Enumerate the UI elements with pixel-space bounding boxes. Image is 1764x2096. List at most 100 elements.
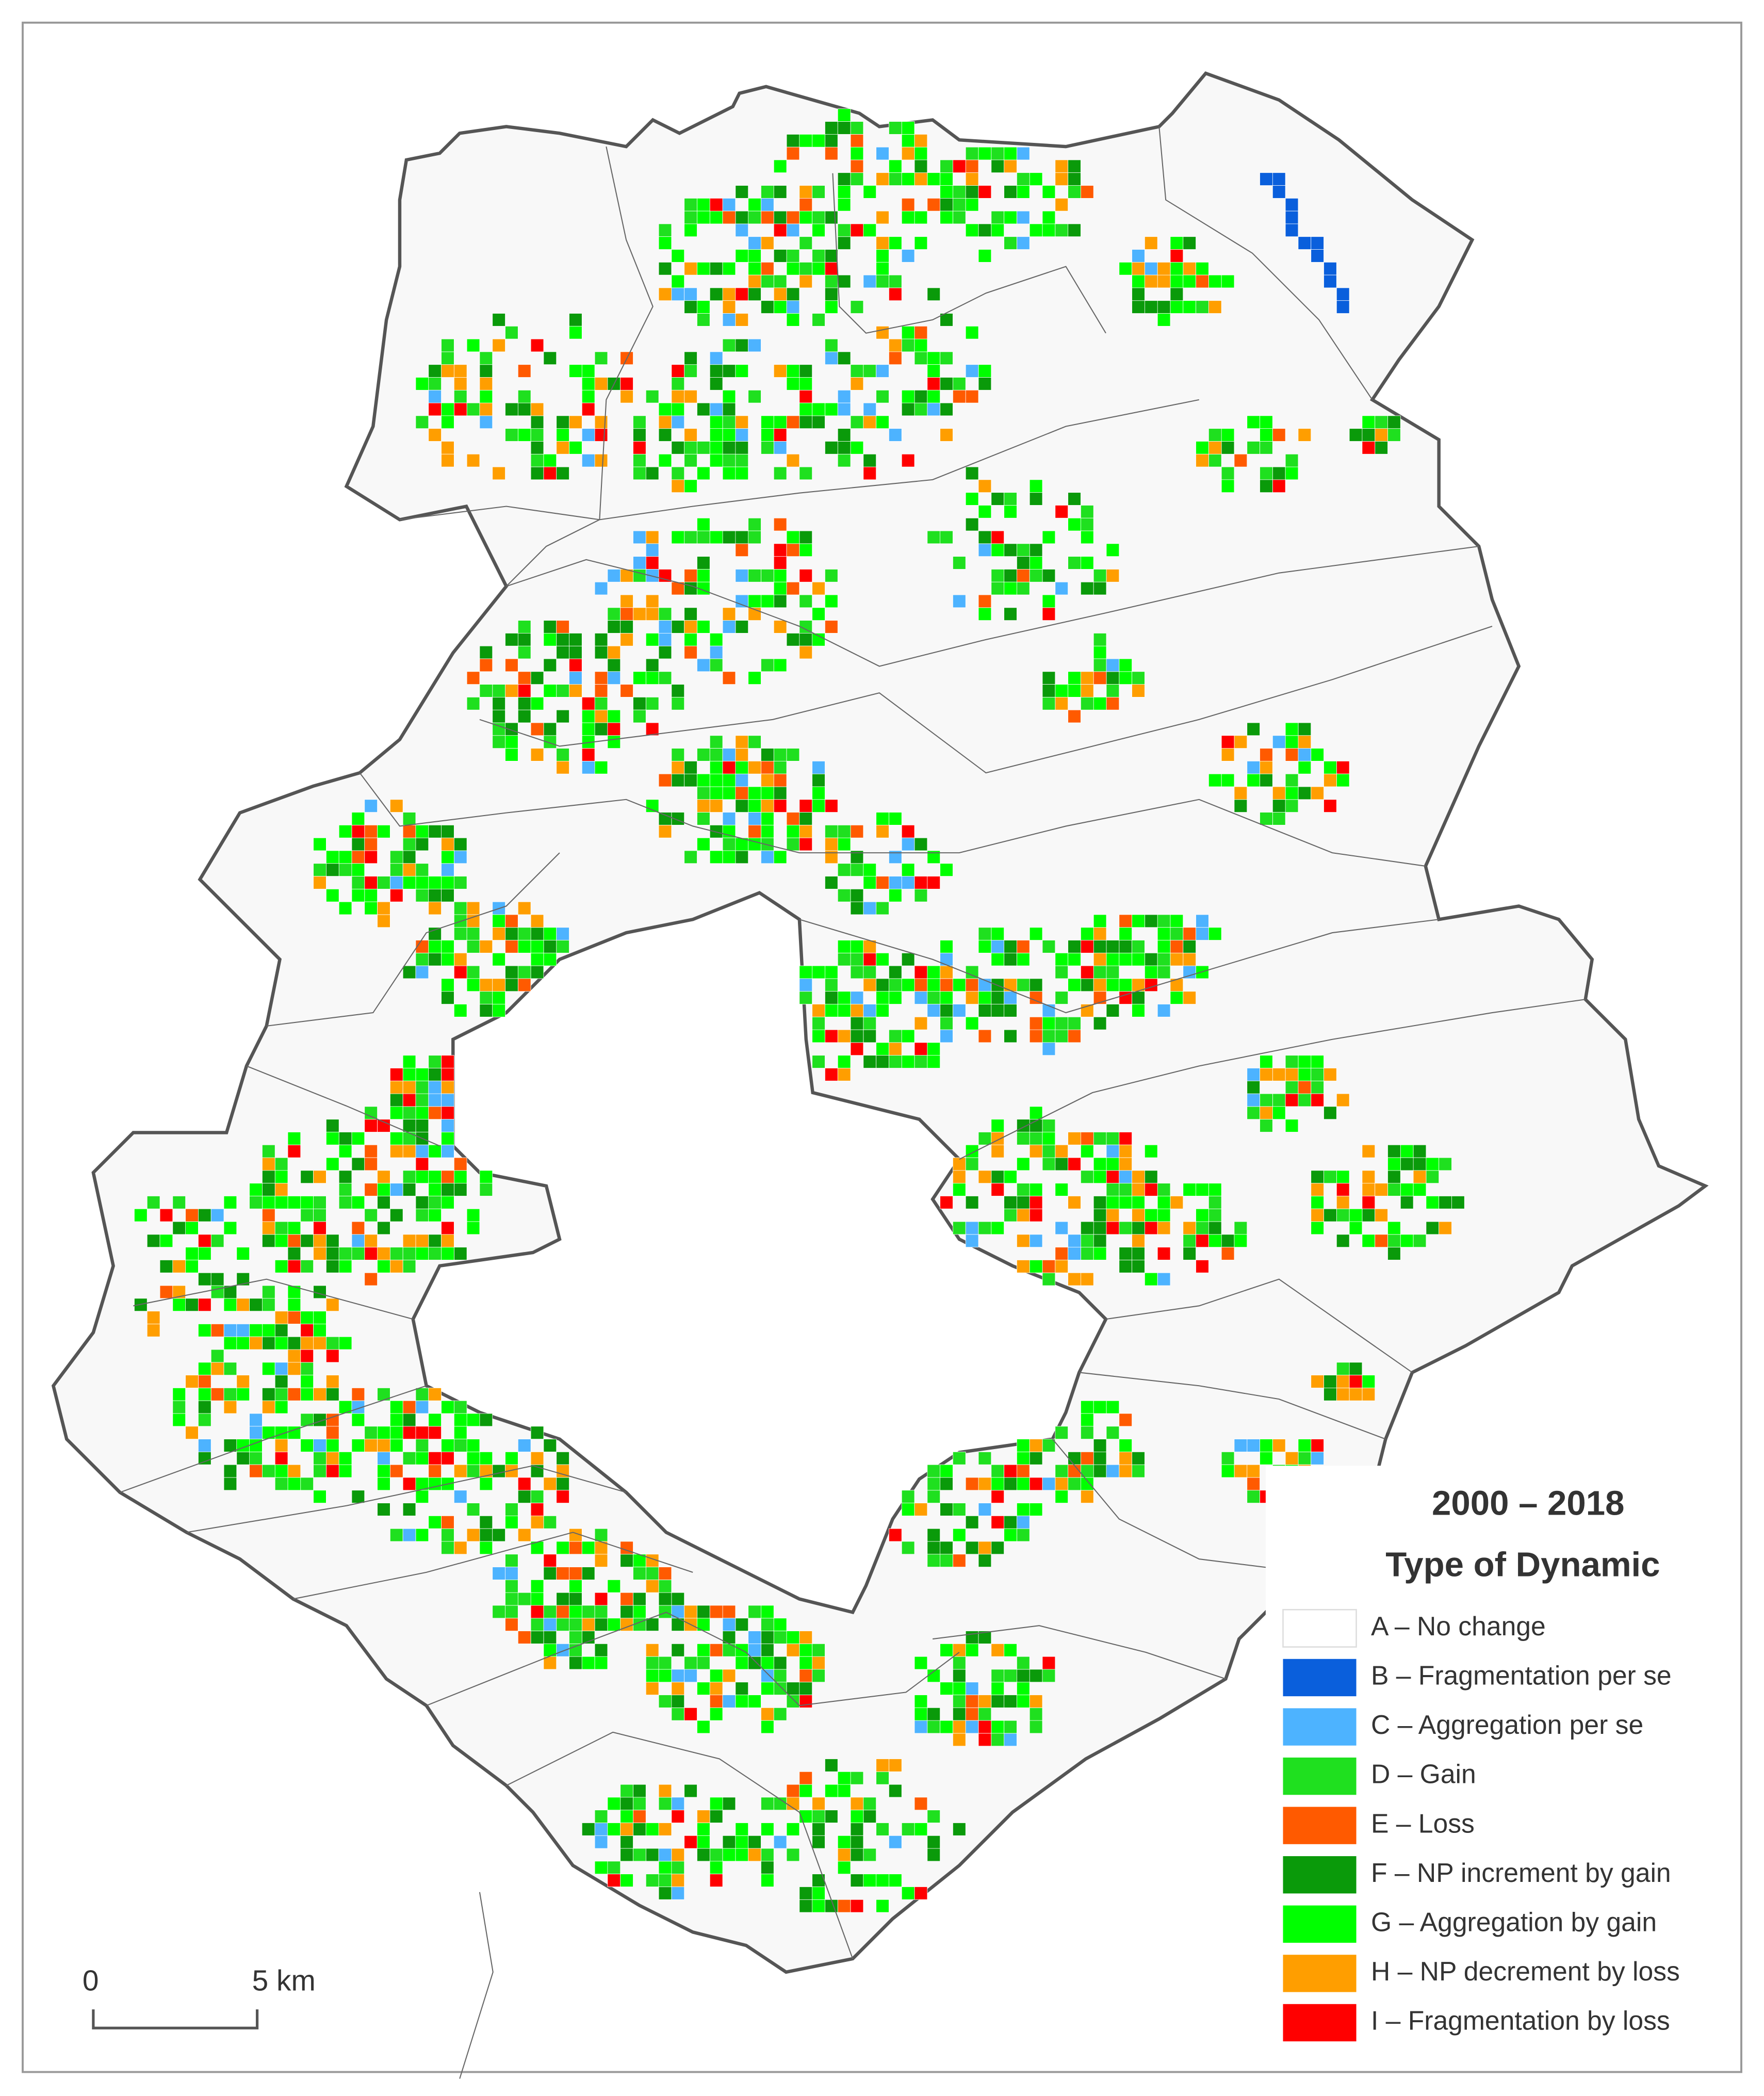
cell — [761, 850, 774, 864]
cell — [1247, 722, 1260, 736]
cell — [748, 517, 761, 531]
cell — [1208, 773, 1222, 787]
cell — [825, 262, 838, 275]
cell — [1234, 1464, 1248, 1478]
cell — [1119, 952, 1132, 966]
cell — [1080, 1426, 1094, 1439]
cell — [735, 185, 749, 199]
cell — [645, 1567, 659, 1580]
cell — [479, 1183, 493, 1196]
cell — [517, 1490, 531, 1503]
cell — [927, 402, 941, 416]
cell — [914, 965, 928, 979]
cell — [927, 1707, 941, 1721]
cell — [914, 1887, 928, 1900]
cell — [1055, 1144, 1068, 1158]
cell — [709, 1682, 723, 1695]
cell — [825, 1899, 838, 1913]
cell — [812, 773, 825, 787]
cell — [402, 965, 416, 979]
cell — [1080, 1272, 1094, 1286]
cell — [1260, 1439, 1273, 1452]
cell — [786, 1823, 800, 1836]
cell — [786, 287, 800, 301]
cell — [850, 940, 864, 953]
cell — [927, 1477, 941, 1491]
cell — [1311, 1170, 1324, 1184]
cell — [684, 453, 697, 467]
cell — [684, 1669, 697, 1683]
cell — [927, 287, 941, 301]
cell — [633, 697, 646, 710]
cell — [402, 1119, 416, 1132]
cell — [825, 1810, 838, 1823]
cell — [1170, 287, 1184, 301]
cell — [863, 1810, 877, 1823]
cell — [1004, 1004, 1017, 1017]
cell — [850, 952, 864, 966]
cell — [1157, 274, 1171, 288]
cell — [940, 863, 953, 876]
cell — [300, 1311, 314, 1324]
cell — [517, 1477, 531, 1491]
cell — [1017, 1669, 1030, 1683]
cell — [978, 1695, 992, 1708]
cell — [953, 1170, 966, 1184]
cell — [671, 1695, 685, 1708]
cell — [722, 262, 736, 275]
cell — [300, 1234, 314, 1248]
cell — [991, 1170, 1004, 1184]
cell — [287, 1336, 301, 1350]
cell — [556, 1567, 569, 1580]
cell — [505, 748, 518, 761]
cell — [1119, 262, 1132, 275]
cell — [799, 1643, 813, 1657]
cell — [1132, 1260, 1145, 1273]
cell — [889, 978, 902, 992]
cell — [530, 927, 544, 940]
cell — [1298, 1055, 1312, 1068]
cell — [428, 901, 442, 915]
cell — [1336, 1196, 1350, 1209]
cell — [914, 338, 928, 352]
cell — [543, 1618, 557, 1631]
cell — [940, 1196, 953, 1209]
cell — [889, 1874, 902, 1887]
cell — [927, 389, 941, 403]
cell — [735, 850, 749, 864]
cell — [1004, 1029, 1017, 1043]
cells — [134, 108, 1465, 1913]
cell — [786, 1643, 800, 1657]
cell — [991, 1464, 1004, 1478]
cell — [812, 134, 825, 148]
cell — [761, 1643, 774, 1657]
cell — [991, 581, 1004, 595]
cell — [1119, 927, 1132, 940]
cell — [1119, 671, 1132, 685]
cell — [850, 415, 864, 429]
cell — [172, 1413, 186, 1427]
cell — [1042, 1157, 1056, 1171]
cell — [492, 914, 505, 928]
cell — [236, 1452, 250, 1465]
cell — [799, 1784, 813, 1798]
cell — [1439, 1157, 1452, 1171]
cell — [377, 901, 390, 915]
cell — [722, 338, 736, 352]
legend-label: G – Aggregation by gain — [1371, 1907, 1657, 1937]
cell — [543, 1605, 557, 1619]
cell — [991, 1541, 1004, 1555]
cell — [377, 1183, 390, 1196]
cell — [1080, 1170, 1094, 1184]
cell — [453, 952, 467, 966]
cell — [914, 876, 928, 889]
cell — [556, 428, 569, 442]
cell — [1311, 748, 1324, 761]
cell — [825, 1004, 838, 1017]
cell — [556, 620, 569, 633]
cell — [1196, 1208, 1209, 1222]
cell — [543, 633, 557, 646]
cell — [786, 364, 800, 378]
cell — [991, 940, 1004, 953]
cell — [492, 978, 505, 992]
